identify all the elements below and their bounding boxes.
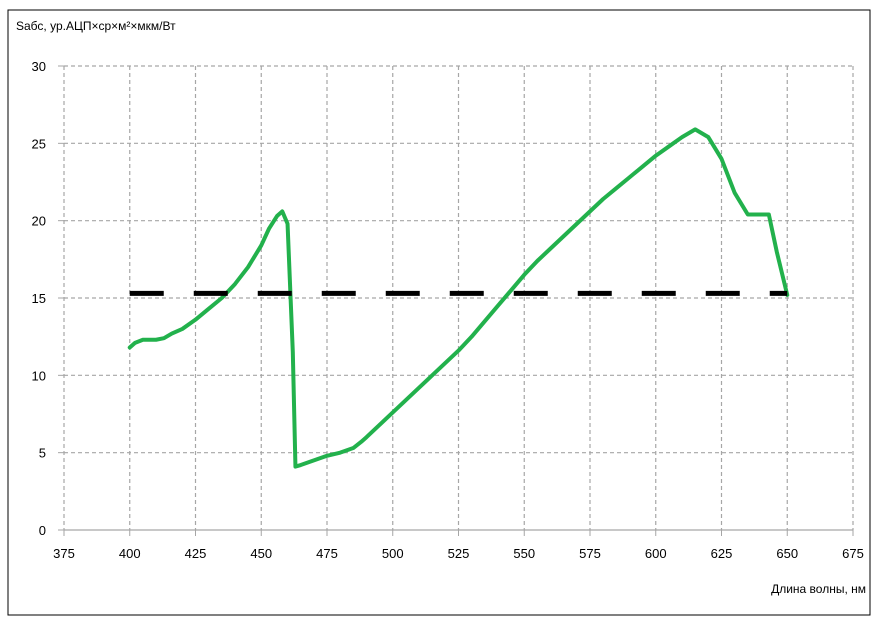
y-tick-label: 25	[32, 136, 46, 151]
y-tick-label: 20	[32, 214, 46, 229]
x-tick-label: 425	[185, 546, 207, 561]
x-tick-label: 500	[382, 546, 404, 561]
x-tick-label: 600	[645, 546, 667, 561]
x-tick-label: 625	[711, 546, 733, 561]
x-tick-label: 375	[53, 546, 75, 561]
y-axis-title: Sабс, ур.АЦП×ср×м²×мкм/Вт	[16, 19, 176, 33]
x-tick-label: 400	[119, 546, 141, 561]
x-tick-label: 475	[316, 546, 338, 561]
y-tick-label: 30	[32, 59, 46, 74]
x-tick-label: 650	[776, 546, 798, 561]
x-axis-title: Длина волны, нм	[771, 582, 866, 596]
y-tick-label: 15	[32, 291, 46, 306]
x-tick-label: 450	[250, 546, 272, 561]
x-tick-label: 550	[513, 546, 535, 561]
x-tick-label: 675	[842, 546, 864, 561]
y-tick-label: 0	[39, 523, 46, 538]
x-tick-label: 525	[448, 546, 470, 561]
y-tick-label: 5	[39, 446, 46, 461]
chart-border	[7, 9, 871, 616]
sensitivity-line	[127, 127, 790, 469]
x-tick-label: 575	[579, 546, 601, 561]
y-tick-label: 10	[32, 368, 46, 383]
